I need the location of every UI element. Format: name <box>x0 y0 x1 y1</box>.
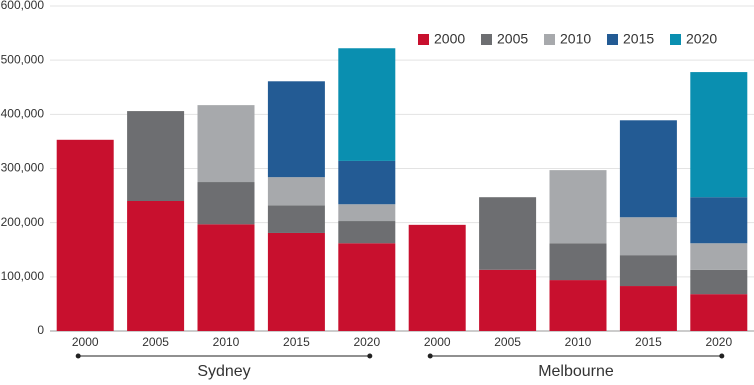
y-tick-label: 0 <box>37 323 44 337</box>
legend-label: 2015 <box>623 31 654 47</box>
y-tick-label: 200,000 <box>1 215 45 229</box>
x-tick-label: 2000 <box>424 335 451 349</box>
bar-segment <box>690 72 748 198</box>
bar-segment <box>338 48 396 161</box>
bar-segment <box>127 111 185 201</box>
bar-segment <box>197 105 255 183</box>
bar-segment <box>338 160 396 205</box>
legend-swatch <box>481 34 492 45</box>
legend-label: 2000 <box>434 31 465 47</box>
bar-segment <box>197 182 255 225</box>
y-tick-label: 600,000 <box>1 0 45 12</box>
bar-segment <box>267 177 325 206</box>
bar-segment <box>690 197 748 244</box>
x-tick-label: 2000 <box>72 335 99 349</box>
x-tick-label: 2010 <box>565 335 592 349</box>
bar-segment <box>56 139 114 331</box>
bar-segment <box>690 243 748 270</box>
x-tick-label: 2020 <box>705 335 732 349</box>
y-tick-label: 300,000 <box>1 161 45 175</box>
bar-segment <box>127 201 185 331</box>
legend-swatch <box>544 34 555 45</box>
legend-swatch <box>670 34 681 45</box>
legend-label: 2010 <box>560 31 591 47</box>
x-tick-label: 2005 <box>142 335 169 349</box>
x-tick-label: 2010 <box>213 335 240 349</box>
x-tick-label: 2005 <box>494 335 521 349</box>
bar-segment <box>197 224 255 331</box>
x-tick-label: 2020 <box>353 335 380 349</box>
legend-swatch <box>418 34 429 45</box>
y-tick-label: 400,000 <box>1 107 45 121</box>
bar-segment <box>479 269 537 331</box>
bracket-end <box>367 353 373 359</box>
y-tick-label: 500,000 <box>1 52 45 66</box>
bar-segment <box>549 243 607 281</box>
y-tick-label: 100,000 <box>1 269 45 283</box>
bar-segment <box>267 81 325 178</box>
bar-segment <box>479 197 537 270</box>
x-tick-label: 2015 <box>283 335 310 349</box>
group-label: Sydney <box>197 363 250 380</box>
bar-segment <box>549 280 607 331</box>
group-label: Melbourne <box>538 363 614 380</box>
bracket-end <box>75 353 81 359</box>
bracket-end <box>719 353 725 359</box>
bar-segment <box>338 204 396 222</box>
bar-segment <box>267 232 325 331</box>
bar-segment <box>690 294 748 331</box>
bar-segment <box>408 224 466 331</box>
bar-segment <box>619 217 677 256</box>
x-tick-label: 2015 <box>635 335 662 349</box>
bar-segment <box>690 269 748 295</box>
bar-segment <box>338 221 396 244</box>
bracket-end <box>427 353 433 359</box>
legend-swatch <box>607 34 618 45</box>
legend-label: 2005 <box>497 31 528 47</box>
legend-label: 2020 <box>686 31 717 47</box>
bar-segment <box>267 205 325 233</box>
bar-segment <box>619 286 677 331</box>
bar-segment <box>338 243 396 331</box>
bar-segment <box>619 120 677 218</box>
bar-segment <box>549 170 607 244</box>
bar-segment <box>619 255 677 287</box>
